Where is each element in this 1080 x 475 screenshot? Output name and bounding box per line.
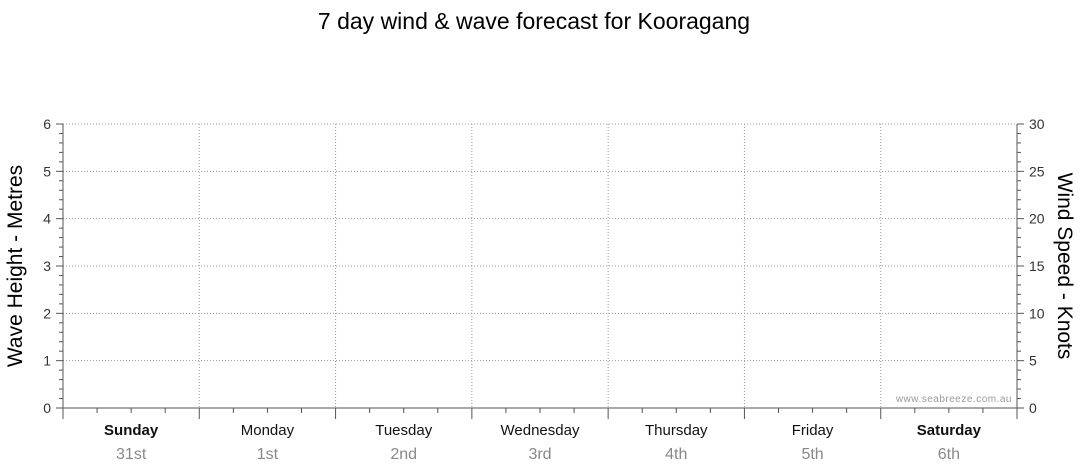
left-axis-title: Wave Height - Metres [4,165,27,367]
axes: 0 1 2 3 4 5 6 0 5 10 15 20 25 30 [43,116,1045,419]
day-name-label: Friday [792,422,834,439]
right-tick-label: 0 [1029,400,1037,416]
right-tick-label: 30 [1029,116,1045,132]
left-tick-label: 3 [43,258,51,274]
day-name-label: Tuesday [375,422,432,439]
day-date-label: 4th [665,446,687,463]
day-date-label: 1st [257,446,279,463]
day-name-label: Thursday [645,422,708,439]
left-tick-label: 0 [43,400,51,416]
grid [63,123,1017,408]
left-tick-label: 5 [43,163,51,179]
day-date-label: 3rd [528,446,551,463]
left-tick-label: 2 [43,305,51,321]
right-tick-label: 25 [1029,163,1045,179]
day-date-label: 6th [938,446,960,463]
day-name-label: Monday [241,422,295,439]
day-name-label: Wednesday [501,422,580,439]
right-tick-label: 5 [1029,353,1037,369]
watermark: www.seabreeze.com.au [895,394,1012,405]
right-axis-title: Wind Speed - Knots [1053,173,1076,360]
day-name-label: Sunday [104,422,159,439]
day-date-label: 5th [801,446,823,463]
left-tick-label: 6 [43,116,51,132]
left-tick-label: 1 [43,353,51,369]
left-tick-label: 4 [43,211,51,227]
right-tick-label: 15 [1029,258,1045,274]
day-name-label: Saturday [917,422,982,439]
chart-title: 7 day wind & wave forecast for Kooragang [318,8,750,34]
day-labels: Sunday 31st Monday 1st Tuesday 2nd Wednesday 3r… [104,422,982,463]
right-tick-label: 10 [1029,305,1045,321]
right-tick-label: 20 [1029,211,1045,227]
day-date-label: 2nd [390,446,417,463]
day-date-label: 31st [116,446,147,463]
